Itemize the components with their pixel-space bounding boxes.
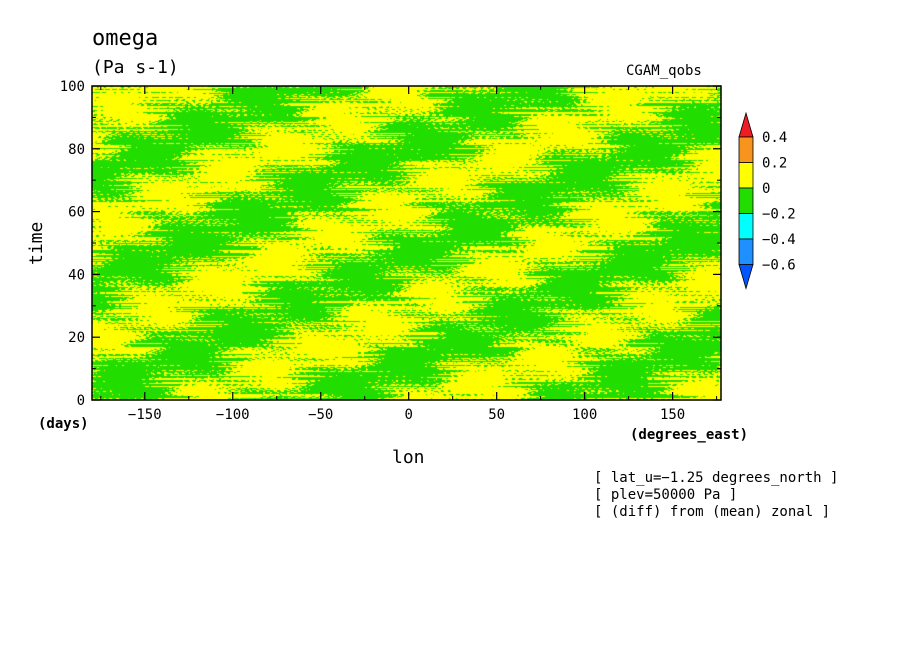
colorbar-box — [738, 162, 754, 189]
colorbar-box — [738, 187, 754, 214]
chart-units: (Pa s-1) — [92, 57, 179, 78]
note-lat: [ lat_u=−1.25 degrees_north ] — [594, 470, 839, 486]
y-tick-label: 100 — [60, 79, 85, 95]
note-plev: [ plev=50000 Pa ] — [594, 487, 738, 503]
colorbar-box — [738, 213, 754, 240]
y-units-label: (days) — [38, 416, 89, 432]
y-tick-label: 60 — [68, 205, 85, 221]
dataset-label: CGAM_qobs — [626, 63, 702, 79]
note-diff: [ (diff) from (mean) zonal ] — [594, 504, 831, 520]
colorbar-label: −0.6 — [762, 258, 796, 274]
x-tick-label: −100 — [216, 407, 250, 423]
x-tick-label: −50 — [308, 407, 333, 423]
y-tick-label: 80 — [68, 142, 85, 158]
heatmap-field — [92, 86, 721, 400]
colorbar: 0.4 0.2 0 −0.2 −0.4 −0.6 — [738, 111, 796, 290]
x-axis-label: lon — [392, 447, 425, 468]
colorbar-label: 0.4 — [762, 130, 787, 146]
colorbar-label: −0.2 — [762, 207, 796, 223]
colorbar-label: 0.2 — [762, 156, 787, 172]
colorbar-label: −0.4 — [762, 232, 796, 248]
x-tick-label: 0 — [404, 407, 412, 423]
chart-title: omega — [92, 26, 159, 51]
colorbar-label: 0 — [762, 181, 770, 197]
y-tick-label: 20 — [68, 330, 85, 346]
heatmap-image — [92, 86, 721, 400]
y-tick-label: 0 — [77, 393, 85, 409]
y-axis-label: time — [26, 221, 47, 265]
x-ticks: −150 −100 −50 0 50 100 150 — [100, 86, 718, 423]
x-tick-label: 150 — [660, 407, 685, 423]
colorbar-box — [738, 136, 754, 163]
colorbar-box — [738, 238, 754, 265]
x-tick-label: 100 — [572, 407, 597, 423]
x-units-label: (degrees_east) — [630, 427, 749, 443]
y-tick-label: 40 — [68, 267, 85, 283]
x-tick-label: −150 — [128, 407, 162, 423]
x-tick-label: 50 — [488, 407, 505, 423]
y-ticks: 0 20 40 60 80 100 — [60, 79, 721, 409]
colorbar-extend-bottom — [738, 264, 754, 290]
colorbar-extend-top — [738, 111, 754, 138]
